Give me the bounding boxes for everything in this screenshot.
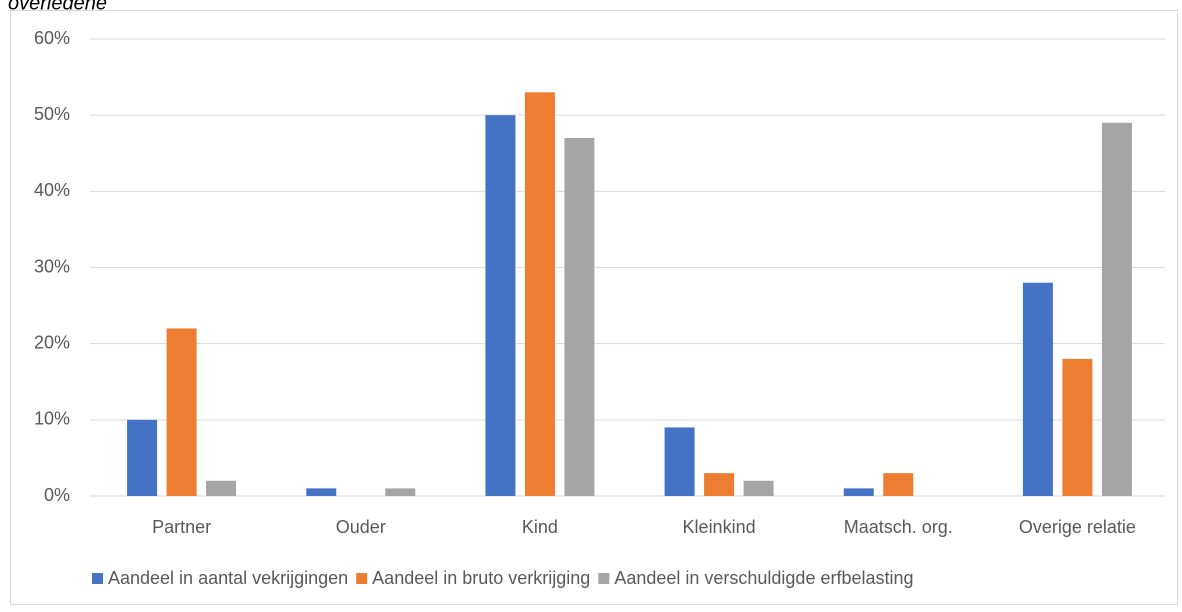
y-tick-label: 60% [34, 28, 70, 48]
legend-swatch [598, 573, 610, 584]
y-tick-label: 30% [34, 256, 70, 276]
bar [843, 488, 874, 496]
bar [1062, 358, 1093, 496]
bar [166, 328, 197, 496]
y-tick-label: 40% [34, 180, 70, 200]
y-tick-label: 20% [34, 332, 70, 352]
bar [127, 419, 158, 496]
bar [664, 427, 695, 496]
x-tick-label: Overige relatie [1019, 517, 1136, 537]
y-tick-label: 50% [34, 104, 70, 124]
bar [206, 480, 237, 496]
bar [1101, 122, 1132, 497]
legend-swatch [356, 573, 368, 584]
x-tick-label: Partner [152, 517, 211, 537]
x-tick-label: Ouder [336, 517, 386, 537]
x-tick-label: Kind [522, 517, 558, 537]
bar [385, 488, 416, 496]
legend-label: Aandeel in verschuldigde erfbelasting [614, 568, 913, 588]
chart-title: overledene [8, 0, 107, 14]
bar [1022, 282, 1053, 496]
x-tick-label: Maatsch. org. [844, 517, 953, 537]
legend-label: Aandeel in bruto verkrijging [372, 568, 590, 588]
y-tick-label: 0% [44, 485, 70, 505]
bar [883, 473, 914, 496]
bar [485, 115, 516, 497]
y-tick-label: 10% [34, 409, 70, 429]
bar [704, 473, 735, 496]
x-tick-label: Kleinkind [683, 517, 756, 537]
legend-label: Aandeel in aantal vekrijgingen [108, 568, 348, 588]
bar [564, 138, 595, 496]
bar [524, 92, 555, 497]
legend-swatch [92, 573, 103, 584]
bar [743, 480, 774, 496]
bar [306, 488, 337, 496]
